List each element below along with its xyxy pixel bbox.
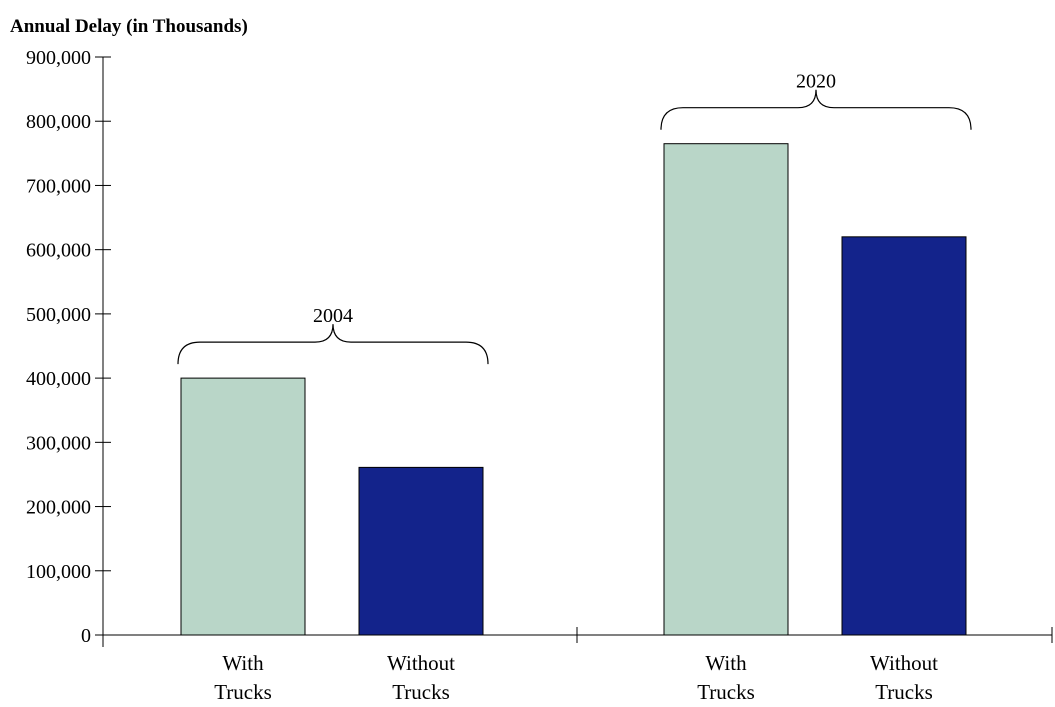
- brace-2004: [177, 324, 489, 365]
- y-tick-label: 900,000: [26, 47, 91, 69]
- y-ticks: 0 100,000 200,000 300,000 400,000 500,000 600,…: [26, 47, 111, 647]
- group-label-2020: 2020: [796, 71, 836, 93]
- category-label: Trucks: [697, 680, 755, 704]
- y-tick-label: 200,000: [26, 497, 91, 519]
- y-tick-label: 600,000: [26, 240, 91, 262]
- category-label: Trucks: [875, 680, 933, 704]
- y-tick-label: 0: [81, 625, 91, 647]
- category-label: Without: [870, 651, 938, 675]
- group-braces: 2004 2020: [177, 71, 972, 365]
- category-label: Trucks: [214, 680, 272, 704]
- bar-2004-without-trucks: [358, 466, 484, 636]
- y-tick-label: 400,000: [26, 368, 91, 390]
- bar-2020-without-trucks: [841, 236, 967, 636]
- category-labels: With Trucks Without Trucks With Trucks Without…: [214, 651, 938, 704]
- group-label-2004: 2004: [313, 305, 353, 327]
- category-label: Without: [387, 651, 455, 675]
- y-tick-label: 700,000: [26, 175, 91, 197]
- brace-2020: [660, 89, 972, 130]
- category-label: Trucks: [392, 680, 450, 704]
- y-tick-label: 100,000: [26, 561, 91, 583]
- bars: [180, 143, 967, 636]
- y-tick-label: 500,000: [26, 304, 91, 326]
- category-label: With: [222, 651, 264, 675]
- bar-2004-with-trucks: [180, 377, 306, 636]
- y-tick-label: 300,000: [26, 432, 91, 454]
- category-label: With: [705, 651, 747, 675]
- y-tick-label: 800,000: [26, 111, 91, 133]
- bar-2020-with-trucks: [663, 143, 789, 636]
- y-axis-title: Annual Delay (in Thousands): [10, 16, 248, 37]
